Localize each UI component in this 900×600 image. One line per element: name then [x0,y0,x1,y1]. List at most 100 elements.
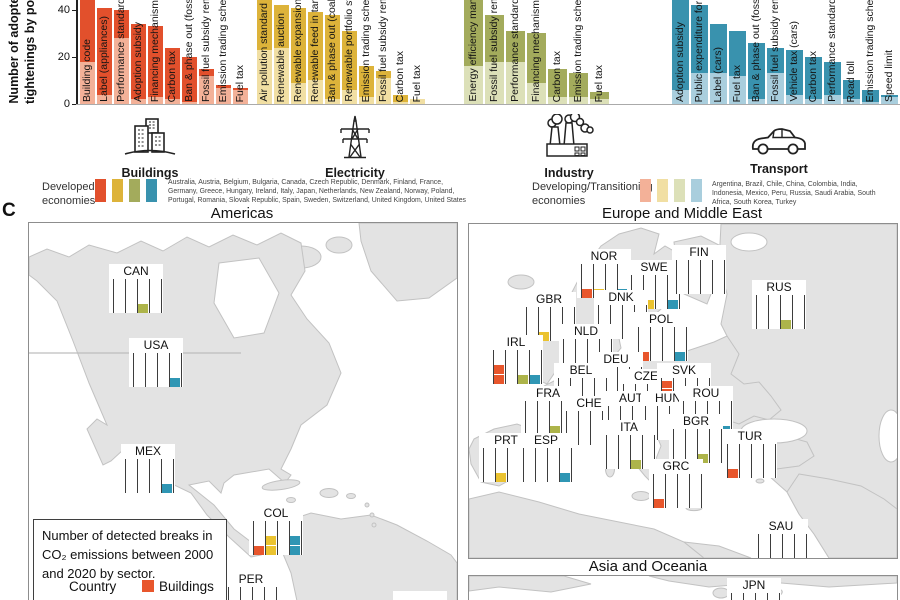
bar-developing-electricity [393,102,408,104]
sector-industry: Industry [534,111,604,180]
mini-axis-line [549,401,550,435]
mini-axis-line [667,275,668,309]
mini-chart-axes [651,474,702,508]
note-line3: and 2020 by sector. [42,565,156,581]
bar-label: Emission trading scheme [216,0,229,102]
mini-chart-country-code: COL [263,506,289,520]
mini-chart-country-code [579,594,633,600]
note-country-header: Country [69,579,117,594]
bar-developed-transport [862,90,879,102]
bar-developed-industry [590,92,609,99]
bar-developing-industry [464,66,483,104]
mini-axis-line [265,521,266,555]
mini-chart-country-code: BEL [569,363,593,377]
mini-axis-line [495,448,496,482]
bar-label: Label (cars) [711,46,724,102]
developing-swatch [657,179,668,202]
bar-developed-buildings [216,85,231,88]
mini-chart-TUR: TUR [723,429,777,478]
sector-transport: Transport [744,126,814,176]
mini-axis-line [622,305,623,339]
mini-chart-country-code: MEX [134,444,161,458]
mini-bar-buildings [494,365,504,384]
bar-developed-buildings [148,26,163,97]
mini-axis-line [125,459,126,493]
mini-chart-country-code: NLD [573,324,598,338]
mini-bar-segment [582,289,592,298]
mini-axis-line [276,587,277,600]
bar-label: Renewable expansion target [291,0,304,102]
y-axis-label-line1: Number of adopted [7,0,21,104]
bar-label: Fossil fuel subsidy removal [199,0,212,102]
mini-axis-line [145,353,146,387]
mini-axis-line [618,435,619,469]
developed-swatch [146,179,157,202]
bar-developed-transport [881,95,898,97]
bar-label: Emission trading scheme [359,0,372,102]
bar-label: Speed limit [882,50,895,102]
mini-chart-country-code: CZE [634,369,658,383]
mini-axis-line [724,260,725,294]
bar-developed-electricity [291,8,306,83]
mini-bar-segment [781,320,791,329]
mini-axis-line [301,521,302,555]
asia-landmass [469,576,897,600]
mini-axis-line [686,327,687,361]
developing-swatch [640,179,651,202]
bar-label: Performance standard [114,0,127,102]
mini-bar-segment [662,381,672,388]
mini-chart-country-code: NOR [590,249,618,263]
mini-axis-line [665,474,666,508]
mini-axis-line [804,295,805,329]
mini-axis-line [763,444,764,478]
mini-chart-GRC: GRC [649,459,703,508]
mini-bar-industry [781,320,791,329]
mini-bar-segment [644,300,654,309]
bar-label: Financing mechanism [148,0,161,102]
mini-chart-country-code: SVK [671,363,696,377]
mini-axis-line [727,444,728,478]
mini-bar-transport [675,352,685,361]
bar-label: Performance standard [508,0,521,102]
mini-chart-BGR: BGR [669,414,723,463]
mini-chart-country-code [393,591,447,600]
mini-axis-line [770,534,771,558]
mini-axis-line [731,401,732,435]
mini-bar-segment [518,375,528,384]
mini-axis-line [650,327,651,361]
mini-axis-line [523,448,524,482]
mini-axis-line [264,587,265,600]
mini-axis-line [161,279,162,313]
mini-chart-country-code: GBR [535,292,562,306]
mini-bar-segment [162,484,172,493]
mini-axis-line [697,429,698,463]
mini-bar-segment [550,426,560,435]
mini-axis-line [289,521,290,555]
mini-axis-line [537,401,538,435]
bar-developing-buildings [165,99,180,104]
mini-chart-country-code: IRL [506,335,526,349]
mini-chart-country-code: CAN [123,264,149,278]
mini-axis-line [550,307,551,341]
mini-bar-segment [290,536,300,545]
mini-axis-line [654,435,655,469]
bar-developing-industry [569,97,588,104]
mini-chart-CAN: CAN [109,264,163,313]
bar-label: Emission trading scheme [863,0,876,102]
mini-axis-line [563,339,564,373]
developed-swatch [95,179,106,202]
mini-axis-line [593,264,594,298]
bar-label: Energy efficiency mandate [466,0,479,102]
bar-label: Fossil fuel subsidy removal [487,0,500,102]
bar-developed-buildings [131,24,146,99]
bar-developing-transport [843,99,860,104]
sector-label-buildings: Buildings [121,166,179,180]
mini-chart-country-code: GRC [662,459,690,473]
mini-axis-line [566,411,567,445]
bar-developing-transport [672,90,689,104]
bar-label: Carbon tax [806,50,819,102]
bar-developing-buildings [216,88,231,104]
bar-developing-electricity [274,48,289,104]
mini-chart-unlabeled [579,594,633,600]
mini-bar-transport [668,300,678,309]
